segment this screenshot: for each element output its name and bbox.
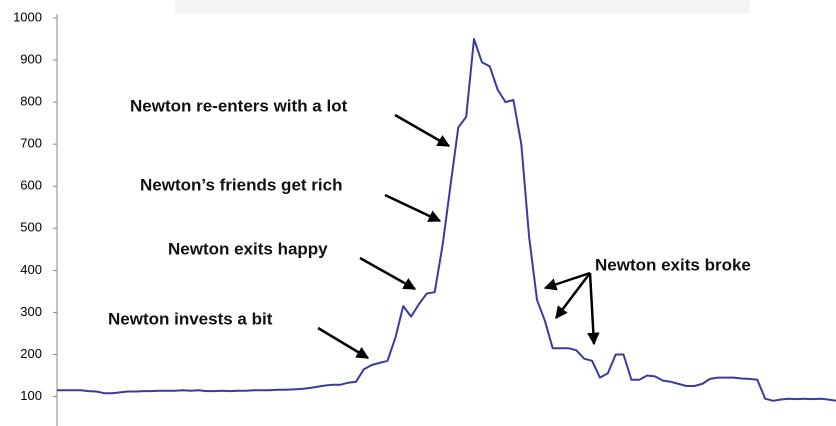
y-tick-label: 1000: [13, 9, 42, 24]
y-tick-label: 500: [20, 220, 42, 235]
arrow: [587, 272, 600, 346]
annotation: Newton invests a bit: [108, 309, 273, 328]
y-tick-label: 800: [20, 94, 42, 109]
arrow: [317, 326, 370, 360]
y-tick-label: 100: [20, 388, 42, 403]
y-tick-label: 900: [20, 51, 42, 66]
arrow: [555, 272, 591, 319]
price-line: [57, 38, 836, 402]
y-tick-label: 700: [20, 136, 42, 151]
y-tick-label: 200: [20, 346, 42, 361]
arrow: [394, 113, 451, 148]
y-tick-label: 600: [20, 178, 42, 193]
y-tick-label: 400: [20, 262, 42, 277]
arrow: [384, 193, 442, 223]
y-tick-label: 300: [20, 304, 42, 319]
arrow: [359, 256, 417, 291]
annotation: Newton exits broke: [595, 255, 751, 274]
annotation: Newton re-enters with a lot: [130, 96, 348, 115]
annotation: Newton exits happy: [168, 239, 328, 258]
arrow: [543, 271, 591, 291]
annotation: Newton’s friends get rich: [140, 175, 342, 194]
header-strip: [175, 0, 750, 14]
